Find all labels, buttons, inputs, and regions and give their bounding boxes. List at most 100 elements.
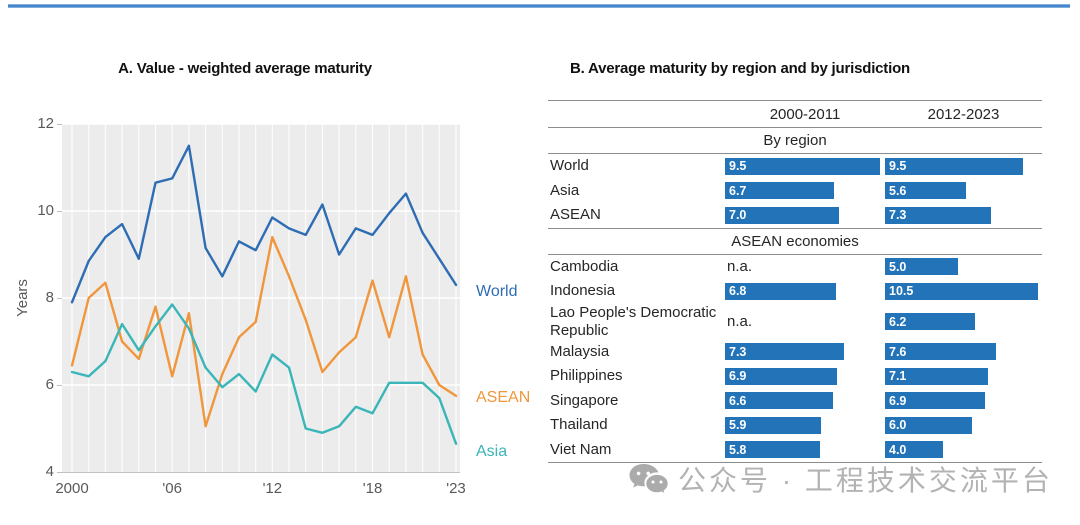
bar-value-label: 5.9 xyxy=(729,418,747,433)
maturity-bar: 5.8 xyxy=(725,441,820,459)
table-row: Indonesia 6.8 10.5 xyxy=(548,279,1042,304)
maturity-bar: 6.8 xyxy=(725,282,836,300)
bar-value-label: 7.1 xyxy=(889,369,907,384)
table-row: Viet Nam 5.8 4.0 xyxy=(548,438,1042,463)
row-label: Malaysia xyxy=(550,342,610,360)
table-row: Singapore 6.6 6.9 xyxy=(548,389,1042,414)
table-body: By region World 9.5 9.5 Asia 6.7 5.6 ASEAN 7.0 7.… xyxy=(548,128,1042,463)
x-tick-label: 2000 xyxy=(55,480,89,497)
table-row: Cambodia n.a. 5.0 xyxy=(548,255,1042,280)
value-cell: 7.6 xyxy=(885,343,1042,361)
value-cell: 5.9 xyxy=(725,416,885,434)
bar-value-label: 5.6 xyxy=(889,183,907,198)
value-cell: 6.6 xyxy=(725,392,885,410)
series-label-asean: ASEAN xyxy=(476,389,531,406)
value-cell: 6.9 xyxy=(885,392,1042,410)
value-cell: 9.5 xyxy=(725,157,885,175)
y-tick-label: 10 xyxy=(37,202,54,219)
row-label: Indonesia xyxy=(550,282,616,300)
plot-area xyxy=(62,124,460,473)
series-label-world: World xyxy=(476,283,518,300)
table-header-row: 2000-2011 2012-2023 xyxy=(548,100,1042,128)
row-label: Cambodia xyxy=(550,257,619,275)
watermark: 公众号 · 工程技术交流平台 xyxy=(628,461,1053,501)
x-tick-label: '12 xyxy=(262,480,283,497)
maturity-bar: 6.6 xyxy=(725,392,833,410)
bar-value-label: 7.6 xyxy=(889,344,907,359)
series-label-asia: Asia xyxy=(476,443,508,460)
value-cell: 6.8 xyxy=(725,282,885,300)
row-label: ASEAN xyxy=(550,206,601,224)
table-row: Thailand 5.9 6.0 xyxy=(548,413,1042,438)
column-header-2012-2023: 2012-2023 xyxy=(927,105,1000,123)
y-tick-mark xyxy=(57,472,62,473)
series-line-Asia xyxy=(70,303,458,445)
value-cell: 7.1 xyxy=(885,367,1042,385)
maturity-bar: 5.0 xyxy=(885,258,958,276)
table-row: Philippines 6.9 7.1 xyxy=(548,364,1042,389)
table-row: Lao People's Democratic Republic n.a. 6.2 xyxy=(548,304,1042,340)
value-cell: 7.0 xyxy=(725,206,885,224)
section-header: ASEAN economies xyxy=(548,227,1042,255)
value-cell: 6.9 xyxy=(725,367,885,385)
value-cell: 10.5 xyxy=(885,282,1042,300)
x-tick-label: '06 xyxy=(162,480,182,497)
bar-value-label: 6.9 xyxy=(729,369,747,384)
value-cell: 7.3 xyxy=(725,343,885,361)
table-row: Malaysia 7.3 7.6 xyxy=(548,340,1042,365)
x-tick-label: '18 xyxy=(362,480,383,497)
column-header-2000-2011: 2000-2011 xyxy=(769,105,841,123)
row-label: Viet Nam xyxy=(550,440,612,458)
value-cell: 6.7 xyxy=(725,182,885,200)
row-label: Thailand xyxy=(550,416,608,434)
value-cell: 4.0 xyxy=(885,441,1042,459)
y-tick-label: 8 xyxy=(45,289,54,306)
bar-value-label: 6.6 xyxy=(729,393,747,408)
table-row: Asia 6.7 5.6 xyxy=(548,179,1042,204)
bar-value-label: 5.8 xyxy=(729,442,747,457)
bar-value-label: 9.5 xyxy=(729,159,747,174)
maturity-bar: 9.5 xyxy=(725,157,880,175)
bar-value-label: 7.3 xyxy=(729,344,747,359)
value-cell: 5.6 xyxy=(885,182,1042,200)
bar-value-label: 10.5 xyxy=(889,284,914,299)
y-tick-mark xyxy=(57,124,62,125)
section-header: By region xyxy=(548,128,1042,154)
panel-b-title: B. Average maturity by region and by jur… xyxy=(570,60,910,77)
panel-a: A. Value - weighted average maturity Yea… xyxy=(14,60,531,497)
row-label: Philippines xyxy=(550,367,623,385)
panel-a-title: A. Value - weighted average maturity xyxy=(118,60,372,77)
series-line-World xyxy=(70,144,458,304)
bar-value-label: 7.0 xyxy=(729,208,747,223)
bar-value-label: 7.3 xyxy=(889,208,907,223)
value-cell: 5.8 xyxy=(725,441,885,459)
y-tick-mark xyxy=(57,211,62,212)
maturity-bar: 7.1 xyxy=(885,367,988,385)
bar-value-label: 5.0 xyxy=(889,259,907,274)
y-tick-mark xyxy=(57,385,62,386)
maturity-bar: 6.0 xyxy=(885,416,972,434)
wechat-icon xyxy=(629,464,670,496)
maturity-bar: 7.6 xyxy=(885,343,996,361)
maturity-bar: 4.0 xyxy=(885,441,943,459)
row-label: Singapore xyxy=(550,391,619,409)
maturity-table: 2000-2011 2012-2023 By region World 9.5 9.5… xyxy=(548,100,1042,463)
bar-value-label: 6.8 xyxy=(729,284,747,299)
y-tick-mark xyxy=(57,298,62,299)
row-label: Lao People's Democratic Republic xyxy=(550,303,717,339)
table-row: World 9.5 9.5 xyxy=(548,154,1042,179)
maturity-bar: 9.5 xyxy=(885,157,1023,175)
value-cell: n.a. xyxy=(725,313,885,330)
maturity-bar: 6.9 xyxy=(885,392,985,410)
maturity-bar: 6.7 xyxy=(725,182,834,200)
value-cell: 7.3 xyxy=(885,206,1042,224)
bar-value-label: 6.0 xyxy=(889,418,907,433)
y-tick-label: 6 xyxy=(45,376,54,393)
maturity-bar: 7.0 xyxy=(725,206,839,224)
maturity-bar: 10.5 xyxy=(885,282,1038,300)
bar-value-label: 6.2 xyxy=(889,314,907,329)
bar-value-label: 6.9 xyxy=(889,393,907,408)
y-tick-label: 12 xyxy=(37,115,54,132)
line-chart-area: Years 12 10 8 6 4 2000'06'12'18'23 xyxy=(14,115,466,497)
